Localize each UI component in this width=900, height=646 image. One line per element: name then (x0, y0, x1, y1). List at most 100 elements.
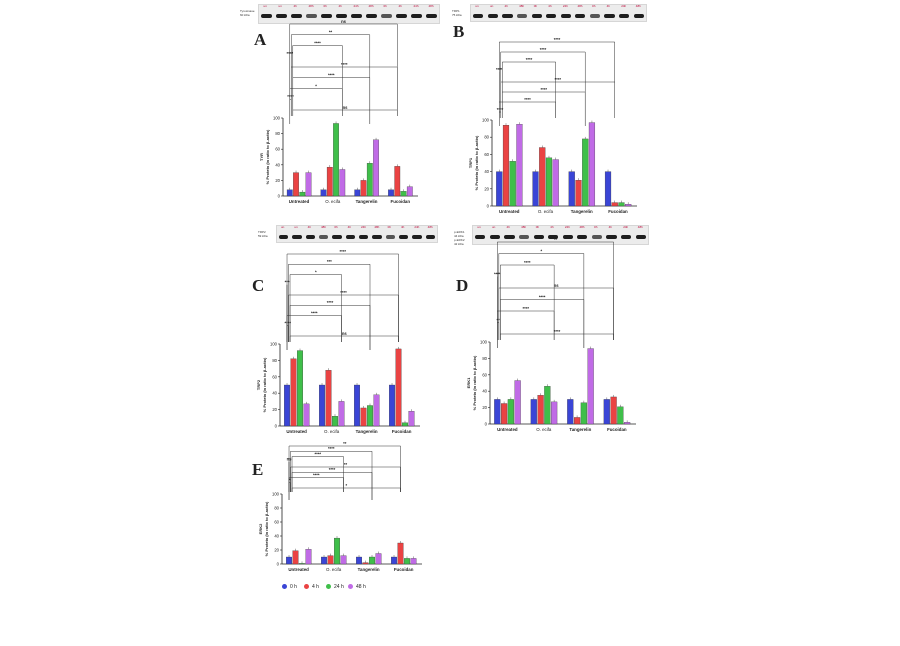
blot-lane-label: 24h (623, 225, 629, 229)
blot-lane-label: 24h (564, 225, 570, 229)
significance-label: * (289, 478, 291, 483)
y-tick-label: 40 (484, 169, 489, 174)
bar (356, 556, 362, 565)
significance-label: **** (554, 329, 561, 334)
legend-label: 0 h (290, 584, 297, 590)
bar (389, 384, 395, 427)
bar (292, 550, 299, 565)
significance-bracket (288, 294, 399, 342)
y-tick-label: 40 (275, 162, 280, 167)
category-label: Fucoidan (608, 209, 628, 214)
significance-label: ** (329, 30, 333, 35)
legend-item: 4 h (304, 584, 319, 591)
blot-band (366, 14, 377, 18)
blot-band (475, 235, 486, 239)
significance-bracket (286, 315, 342, 342)
blot-lane-label: 4h (338, 4, 342, 8)
blot-band (502, 14, 513, 18)
significance-bracket (288, 264, 371, 350)
bar (587, 348, 594, 425)
bar (611, 202, 618, 207)
bar (321, 556, 327, 565)
y-axis-label: % Protein (in ratio to β-actin) (265, 129, 270, 184)
bar (625, 204, 632, 207)
y-tick-label: 100 (482, 118, 490, 123)
blot-band (518, 235, 530, 239)
significance-label: ** (343, 441, 347, 446)
significance-label: **** (496, 67, 503, 72)
category-label: Fucoidan (394, 567, 414, 572)
blot-band (489, 235, 500, 239)
bar (501, 403, 508, 425)
bar (388, 189, 394, 197)
blot-band (635, 235, 646, 239)
significance-label: **** (327, 300, 334, 305)
blot-protein-label: Tyrosinase 60 kDa (240, 9, 255, 17)
bar (334, 537, 340, 565)
legend-swatch (304, 584, 309, 590)
blot-band (385, 235, 395, 239)
blot-lane-label: 48h (374, 225, 380, 229)
category-label: Fucoidan (391, 199, 411, 204)
blot-lane-label: 24h (413, 4, 419, 8)
blot-band (359, 235, 369, 239)
blot-band (336, 14, 347, 18)
category-label: Untreated (289, 199, 310, 204)
blot-lane-label: un (263, 4, 267, 8)
bar (354, 189, 361, 197)
significance-label: **** (554, 37, 561, 42)
blot-band (562, 235, 573, 239)
bar (402, 422, 408, 427)
blot-lane-label: 24h (414, 225, 420, 229)
blot-lane-label: 48h (521, 225, 527, 229)
significance-label: **** (328, 446, 335, 451)
bar (394, 166, 401, 197)
significance-label: **** (340, 290, 347, 295)
significance-label: **** (524, 97, 531, 102)
significance-label: **** (341, 62, 348, 67)
y-axis-label: % Protein (in ratio to β-actin) (474, 135, 479, 190)
category-label: Tangerelin (569, 427, 591, 432)
significance-bracket (292, 109, 398, 116)
bar (373, 394, 380, 427)
blot-band (504, 235, 515, 239)
blot-lane-label: 4h (608, 225, 612, 229)
blot-lane-label: 4h (550, 225, 554, 229)
blot-band (319, 235, 329, 239)
blot-band (396, 14, 407, 18)
bar (574, 417, 581, 425)
blot-band (546, 14, 557, 18)
y-tick-label: 100 (480, 340, 488, 345)
category-label: O. ecifa (325, 199, 341, 204)
blot-lane-label: 0h (323, 4, 327, 8)
bar (362, 562, 369, 565)
bar-chart: 0 20 40 60 80 100 % Protein (in ratio to β-act… (466, 237, 636, 432)
western-blot-strip: un un 4h 48h 0h 4h 24h 48h 0h 4h 24h 48h (472, 225, 649, 245)
y-tick-label: 100 (270, 342, 278, 347)
category-label: O. ecifa (324, 429, 340, 434)
significance-label: * (345, 483, 347, 488)
significance-bracket (497, 310, 555, 340)
bar (567, 399, 574, 425)
bar (537, 395, 544, 425)
legend-label: 24 h (334, 584, 344, 590)
bar (530, 399, 537, 425)
blot-band (306, 14, 317, 18)
blot-protein-label: TRP1 75 kDa (452, 9, 462, 17)
blot-band (619, 14, 630, 18)
blot-lane-label: 24h (562, 4, 568, 8)
blot-lane-label: 4h (398, 4, 402, 8)
blot-lane-label: 48h (321, 225, 327, 229)
significance-label: *** (327, 259, 332, 264)
bar (305, 172, 312, 197)
protein-label: TRP2 (256, 379, 261, 390)
significance-bracket (290, 451, 373, 500)
significance-bracket (499, 101, 556, 118)
significance-label: **** (329, 467, 336, 472)
category-label: O. ecifa (326, 567, 342, 572)
category-label: Tangerelin (571, 209, 593, 214)
bar (320, 189, 327, 197)
y-tick-label: 20 (272, 407, 277, 412)
blot-band (591, 235, 603, 239)
significance-bracket (289, 99, 292, 124)
